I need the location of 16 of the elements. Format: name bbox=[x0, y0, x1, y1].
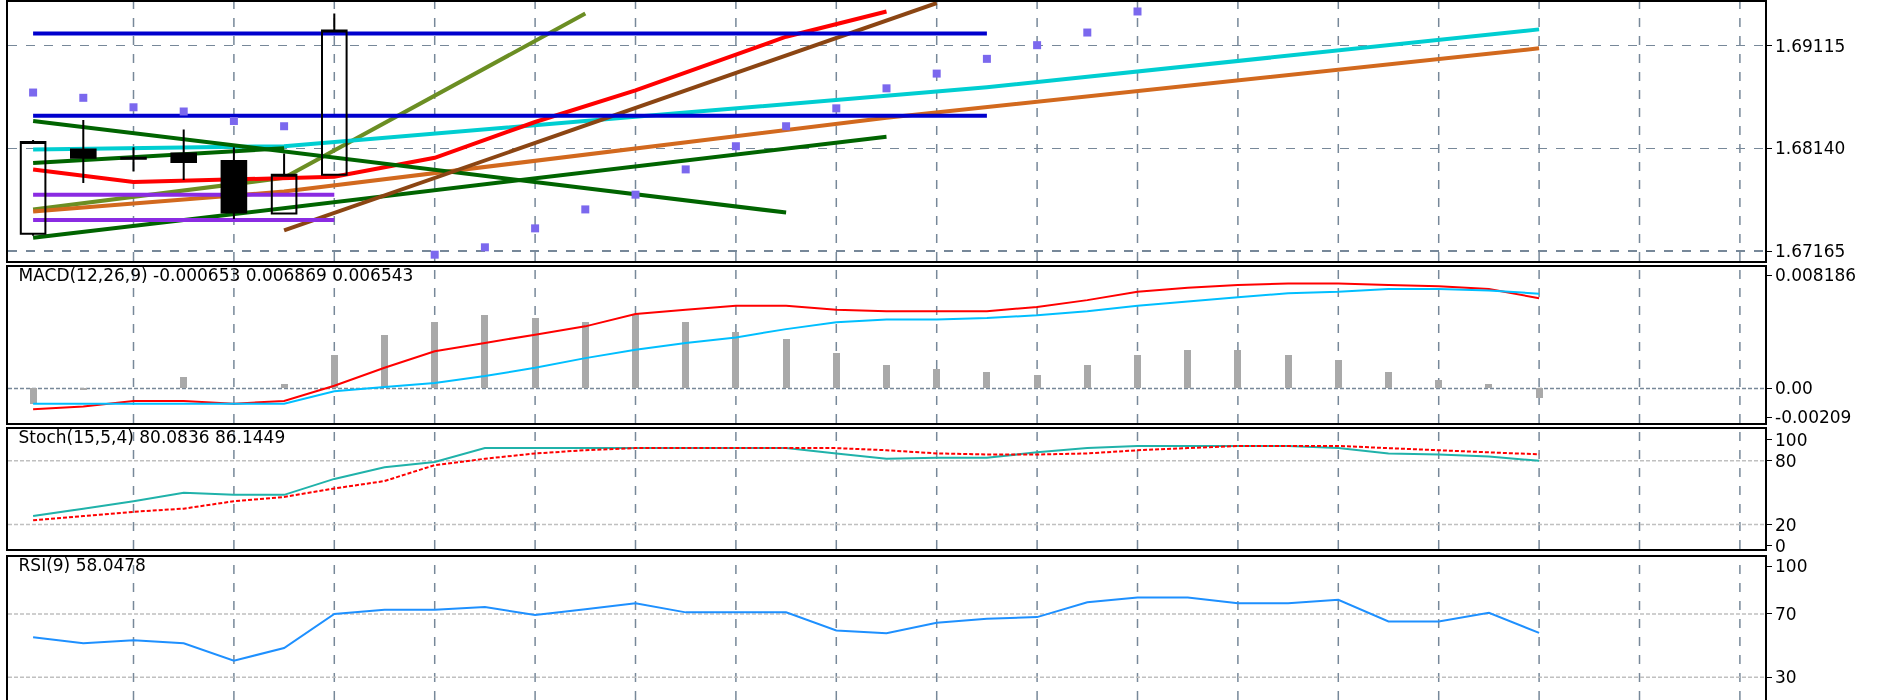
chart-title: Stoch(15,5,4) 80.0836 86.1449 bbox=[18, 426, 286, 447]
y-tick-label: -0.00209 bbox=[1775, 407, 1852, 427]
y-tick-label: 100 bbox=[1775, 556, 1808, 576]
y-tick-label: 0 bbox=[1775, 536, 1786, 556]
y-tick-label: 0.008186 bbox=[1775, 265, 1857, 285]
y-tick-label: 1.67165 bbox=[1775, 241, 1846, 261]
y-tick-label: 100 bbox=[1775, 430, 1808, 450]
y-tick-label: 0.00 bbox=[1775, 378, 1813, 398]
y-tick-label: 80 bbox=[1775, 451, 1797, 471]
chart-title: MACD(12,26,9) -0.000653 0.006869 0.006543 bbox=[18, 265, 414, 286]
y-tick-label: 1.68140 bbox=[1775, 138, 1846, 158]
chart-title: RSI(9) 58.0478 bbox=[18, 555, 146, 576]
y-tick-label: 1.69115 bbox=[1775, 36, 1846, 56]
y-tick-label: 20 bbox=[1775, 515, 1797, 535]
y-tick-label: 30 bbox=[1775, 667, 1797, 687]
y-tick-label: 70 bbox=[1775, 604, 1797, 624]
